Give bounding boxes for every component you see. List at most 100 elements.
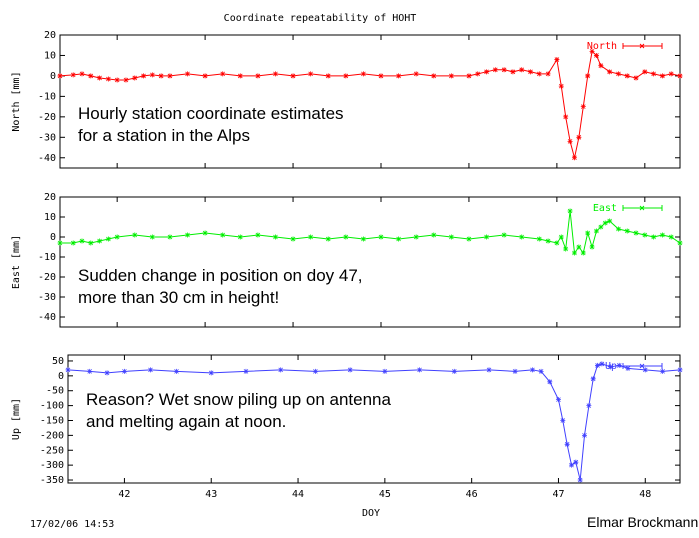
timestamp: 17/02/06 14:53 [30, 519, 114, 530]
data-point [413, 71, 419, 77]
data-point [558, 234, 564, 240]
data-point [527, 69, 533, 75]
data-point [599, 361, 605, 367]
data-point [510, 69, 516, 75]
data-point [97, 75, 103, 81]
data-point [255, 232, 261, 238]
data-point [668, 71, 674, 77]
data-point [243, 368, 249, 374]
data-point [580, 250, 586, 256]
data-point [87, 368, 93, 374]
data-point [607, 69, 613, 75]
data-point [185, 71, 191, 77]
data-point [607, 218, 613, 224]
x-tick-label: 42 [118, 489, 130, 500]
data-point [70, 240, 76, 246]
y-tick-label: -40 [38, 153, 56, 164]
y-tick-label: -100 [40, 401, 64, 412]
y-tick-label: 10 [44, 212, 56, 223]
annotation-line: for a station in the Alps [78, 126, 250, 145]
y-tick-label: 0 [58, 371, 64, 382]
data-point [149, 234, 155, 240]
y-tick-label: -20 [38, 112, 56, 123]
data-point [141, 73, 147, 79]
data-point [668, 234, 674, 240]
data-point [512, 368, 518, 374]
data-point [555, 397, 561, 403]
data-point [529, 367, 535, 373]
y-tick-label: -50 [46, 386, 64, 397]
x-tick-label: 45 [379, 489, 391, 500]
data-point [501, 67, 507, 73]
data-point [624, 73, 630, 79]
data-point [558, 83, 564, 89]
x-tick-label: 48 [639, 489, 651, 500]
data-point [132, 75, 138, 81]
data-point [413, 234, 419, 240]
data-point [114, 234, 120, 240]
data-point [660, 368, 666, 374]
data-point [589, 48, 595, 54]
data-point [70, 72, 76, 78]
legend-label: North [587, 41, 617, 52]
y-tick-label: 20 [44, 30, 56, 41]
data-point [167, 73, 173, 79]
panel-1: 20 10 0 -10 -20 -30 -40 East [mm] East Sudden cha… [11, 192, 683, 328]
data-point [475, 71, 481, 77]
data-point [237, 234, 243, 240]
data-point [290, 73, 296, 79]
data-point [615, 71, 621, 77]
data-point [466, 236, 472, 242]
data-point [642, 69, 648, 75]
y-axis-label: East [mm] [11, 235, 22, 289]
data-point [677, 73, 683, 79]
x-tick-label: 47 [552, 489, 564, 500]
data-point [220, 232, 226, 238]
data-point [79, 71, 85, 77]
y-tick-label: 0 [50, 232, 56, 243]
data-point [57, 73, 63, 79]
data-point [608, 364, 614, 370]
data-point [519, 67, 525, 73]
annotation-line: Hourly station coordinate estimates [78, 104, 344, 123]
data-point [625, 365, 631, 371]
data-point [547, 379, 553, 385]
data-point [202, 230, 208, 236]
legend-label: East [593, 203, 617, 214]
y-tick-label: -150 [40, 415, 64, 426]
y-tick-label: -20 [38, 272, 56, 283]
data-point [149, 72, 155, 78]
data-point [484, 234, 490, 240]
data-point [585, 230, 591, 236]
data-point [360, 236, 366, 242]
data-point [158, 73, 164, 79]
data-point [624, 228, 630, 234]
x-tick-label: 44 [292, 489, 304, 500]
data-point [308, 71, 314, 77]
data-point [220, 71, 226, 77]
data-point [593, 228, 599, 234]
y-tick-label: 0 [50, 71, 56, 82]
data-point [633, 75, 639, 81]
data-point [431, 232, 437, 238]
data-point [451, 368, 457, 374]
chart-title: Coordinate repeatability of HOHT [224, 13, 417, 24]
y-tick-label: 50 [52, 356, 64, 367]
data-point [585, 73, 591, 79]
data-point [576, 134, 582, 140]
y-axis-label: North [mm] [11, 71, 22, 131]
data-point [567, 138, 573, 144]
panel-0: 20 10 0 -10 -20 -30 -40 North [mm] North Hourly s… [11, 30, 683, 169]
data-point [633, 230, 639, 236]
data-point [615, 226, 621, 232]
data-point [501, 232, 507, 238]
data-point [312, 368, 318, 374]
data-point [88, 240, 94, 246]
data-point [272, 71, 278, 77]
legend-swatch [622, 205, 663, 211]
data-point [536, 236, 542, 242]
data-point [237, 73, 243, 79]
y-tick-label: -300 [40, 460, 64, 471]
